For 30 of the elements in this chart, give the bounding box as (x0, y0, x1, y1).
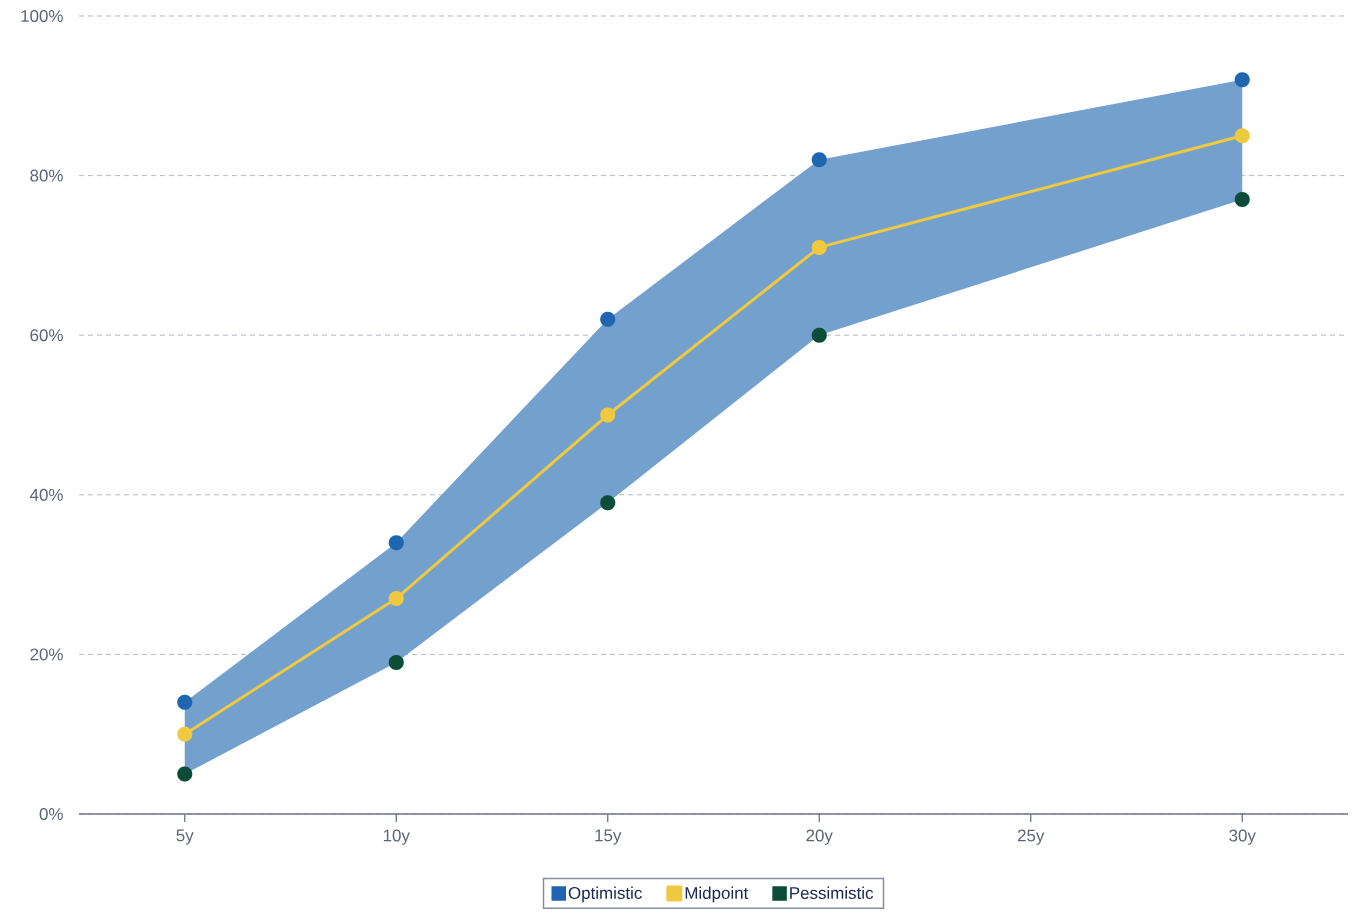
point (1234, 72, 1250, 88)
x-tick-label: 15y (595, 829, 622, 845)
point (388, 590, 404, 607)
x-tick-label: 30y (1229, 829, 1256, 845)
y-tick-label: 60% (30, 329, 63, 342)
y-tick-label: 20% (30, 648, 63, 661)
point (1234, 191, 1250, 208)
point (811, 239, 827, 255)
y-tick-label: 40% (29, 488, 63, 501)
legend-label: Optimistic (568, 886, 642, 903)
point (1234, 128, 1250, 144)
point (811, 152, 827, 168)
point (388, 654, 404, 670)
point (177, 726, 193, 742)
y-tick-label: 100% (21, 9, 63, 22)
x-tick-label: 25y (1017, 829, 1045, 845)
y-tick-label: 80% (30, 169, 63, 182)
point (388, 535, 404, 551)
legend-label: Pessimistic (790, 886, 874, 900)
point (177, 766, 193, 782)
point (600, 311, 616, 327)
x-tick-label: 10y (383, 829, 410, 845)
x-tick-label: 20y (806, 829, 833, 845)
point (177, 694, 193, 710)
legend-label: Midpoint (685, 886, 749, 903)
point (600, 407, 616, 423)
point (600, 495, 616, 511)
y-tick-label: 0% (39, 808, 63, 820)
x-tick-label: 5y (176, 829, 194, 845)
point (811, 327, 827, 343)
